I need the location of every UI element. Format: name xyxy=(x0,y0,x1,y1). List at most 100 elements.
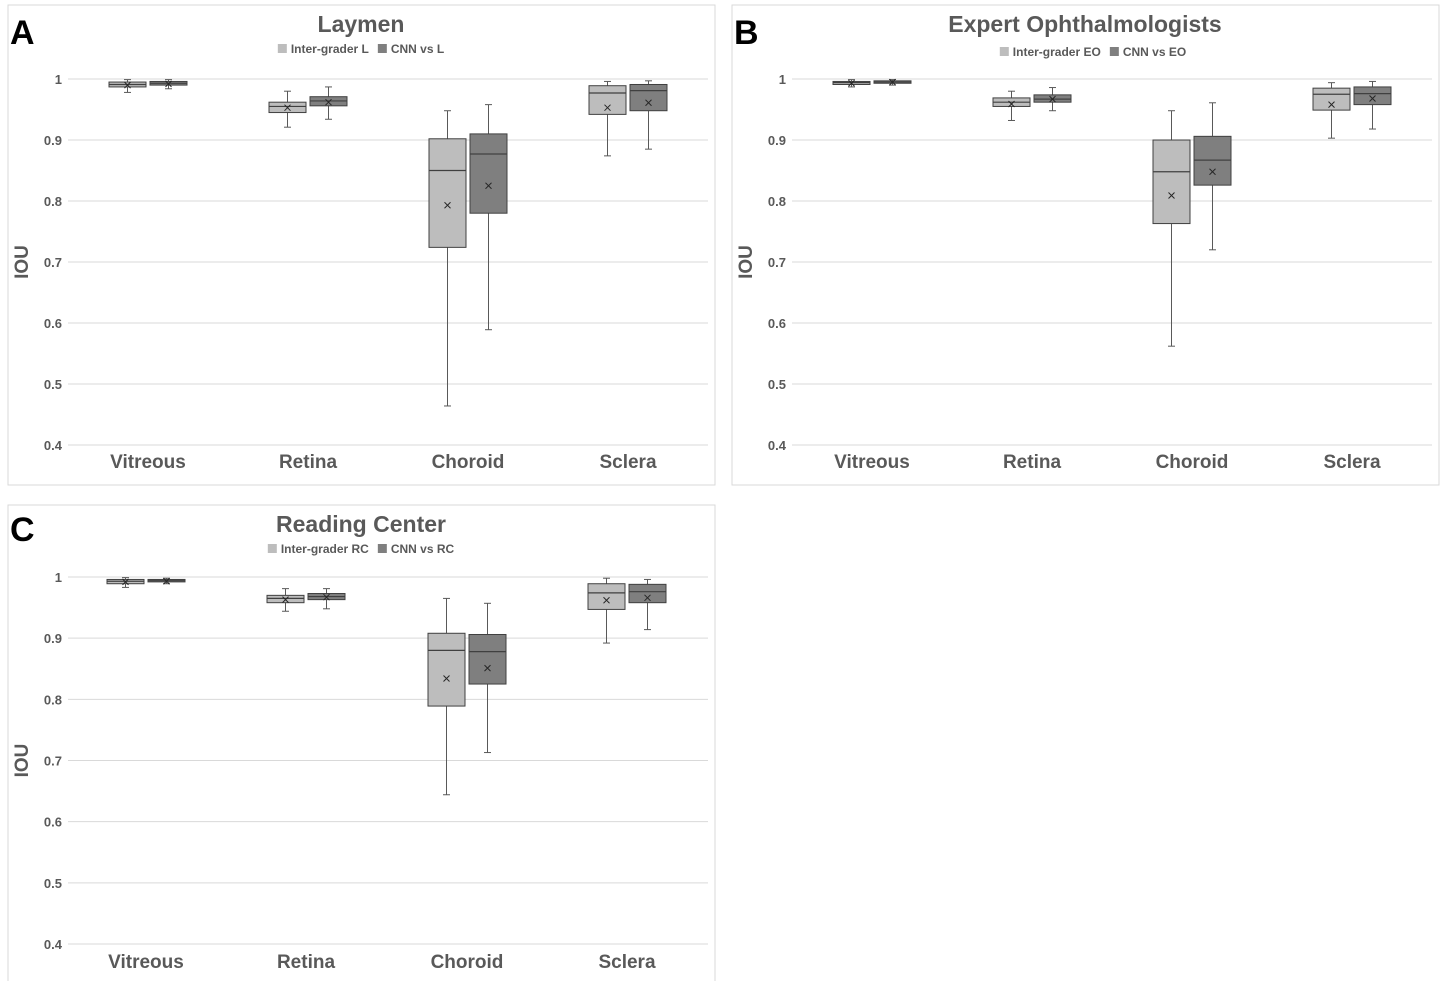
category-label: Vitreous xyxy=(834,452,910,473)
box-retina-inter-grader xyxy=(268,90,307,128)
y-tick-label: 0.8 xyxy=(44,194,62,209)
y-tick-label: 0.7 xyxy=(44,255,62,270)
box-iqr xyxy=(1152,139,1191,225)
box-iqr xyxy=(469,133,508,214)
y-tick-label: 0.4 xyxy=(768,438,787,453)
y-tick-label: 1 xyxy=(779,72,786,87)
box-sclera-cnn xyxy=(1353,80,1392,130)
legend: Inter-grader RC CNN vs RC xyxy=(267,542,455,556)
legend-label: Inter-grader EO xyxy=(1013,45,1101,59)
mean-marker xyxy=(484,664,491,672)
mean-marker xyxy=(325,98,332,106)
mean-marker xyxy=(644,594,651,602)
box-iqr xyxy=(628,583,667,604)
box-iqr xyxy=(629,83,668,112)
chart-title: Reading Center xyxy=(276,511,446,537)
legend: Inter-grader L CNN vs L xyxy=(277,42,444,56)
mean-marker xyxy=(848,79,855,87)
legend-swatch xyxy=(377,544,387,553)
panel-frame xyxy=(731,4,1440,486)
mean-marker xyxy=(1168,192,1175,199)
box-iqr xyxy=(588,85,627,115)
box-retina-cnn xyxy=(1033,87,1072,112)
y-tick-label: 0.7 xyxy=(44,754,62,769)
panel-frame xyxy=(7,504,716,981)
y-tick-label: 0.7 xyxy=(768,255,786,270)
mean-marker xyxy=(1328,101,1335,108)
legend-label: Inter-grader L xyxy=(291,42,369,56)
box-vitreous-cnn xyxy=(149,79,188,90)
y-tick-label: 0.8 xyxy=(768,194,786,209)
y-tick-label: 0.9 xyxy=(44,133,62,148)
mean-marker xyxy=(323,593,330,601)
y-tick-label: 0.4 xyxy=(44,438,63,453)
legend-label: Inter-grader RC xyxy=(281,542,369,556)
mean-marker xyxy=(282,596,289,603)
legend-label: CNN vs L xyxy=(391,42,444,56)
mean-marker xyxy=(603,596,610,604)
category-label: Retina xyxy=(1003,452,1062,473)
box-sclera-inter-grader xyxy=(1312,82,1351,139)
legend-swatch xyxy=(277,44,287,53)
mean-marker xyxy=(444,201,451,209)
box-sclera-inter-grader xyxy=(587,577,626,644)
y-tick-label: 1 xyxy=(55,72,62,87)
mean-marker xyxy=(889,78,896,86)
panel-letter: B xyxy=(734,14,759,52)
legend-label: CNN vs EO xyxy=(1123,45,1186,59)
chart-title: Laymen xyxy=(318,11,405,37)
box-choroid-inter-grader xyxy=(427,597,466,796)
y-axis-label: IOU xyxy=(736,245,757,279)
panel-letter: A xyxy=(10,14,35,52)
box-iqr xyxy=(428,138,467,248)
y-axis-label: IOU xyxy=(12,744,33,778)
mean-marker xyxy=(443,675,450,682)
mean-marker xyxy=(284,104,291,112)
y-tick-label: 0.5 xyxy=(44,377,62,392)
mean-marker xyxy=(604,104,611,112)
mean-marker xyxy=(1209,168,1216,176)
y-tick-label: 0.6 xyxy=(44,815,62,830)
mean-marker xyxy=(122,578,129,586)
mean-marker xyxy=(165,80,172,88)
box-retina-inter-grader xyxy=(992,90,1031,121)
y-tick-label: 0.5 xyxy=(768,377,786,392)
panel-a: A Laymen 0.4 0.5 0.6 0.7 0.8 0.9 1 IOU Inter-grade… xyxy=(7,4,716,486)
box-vitreous-cnn xyxy=(147,577,186,585)
box-retina-cnn xyxy=(307,588,346,610)
box-iqr xyxy=(427,632,466,707)
mean-marker xyxy=(163,577,170,585)
mean-marker xyxy=(645,99,652,107)
category-label: Vitreous xyxy=(108,952,184,973)
y-tick-label: 0.4 xyxy=(44,937,63,952)
category-label: Retina xyxy=(277,952,336,973)
y-tick-label: 0.8 xyxy=(44,692,62,707)
box-vitreous-inter-grader xyxy=(832,79,871,88)
box-vitreous-cnn xyxy=(873,78,912,86)
mean-marker xyxy=(485,182,492,190)
box-iqr xyxy=(1193,135,1232,186)
panel-letter: C xyxy=(10,511,35,549)
panel-c: C Reading Center 0.4 0.5 0.6 0.7 0.8 0.9 1 IOU Int… xyxy=(7,504,716,981)
legend-swatch xyxy=(999,47,1009,56)
category-label: Sclera xyxy=(1323,452,1380,473)
category-label: Retina xyxy=(279,452,338,473)
panel-b: B Expert Ophthalmologists 0.4 0.5 0.6 0.7 0.8 0… xyxy=(731,4,1440,486)
y-tick-label: 0.9 xyxy=(44,631,62,646)
box-sclera-cnn xyxy=(629,80,668,150)
category-label: Sclera xyxy=(599,452,656,473)
box-choroid-cnn xyxy=(468,602,507,754)
y-tick-label: 0.6 xyxy=(768,316,786,331)
y-tick-label: 0.5 xyxy=(44,876,62,891)
legend-label: CNN vs RC xyxy=(391,542,455,556)
y-tick-label: 0.6 xyxy=(44,316,62,331)
box-retina-cnn xyxy=(309,86,348,120)
box-vitreous-inter-grader xyxy=(106,577,145,588)
box-iqr xyxy=(468,633,507,685)
mean-marker xyxy=(1369,95,1376,102)
panel-frame xyxy=(7,4,716,486)
box-vitreous-inter-grader xyxy=(108,79,147,93)
legend-swatch xyxy=(267,544,277,553)
box-sclera-inter-grader xyxy=(588,80,627,157)
